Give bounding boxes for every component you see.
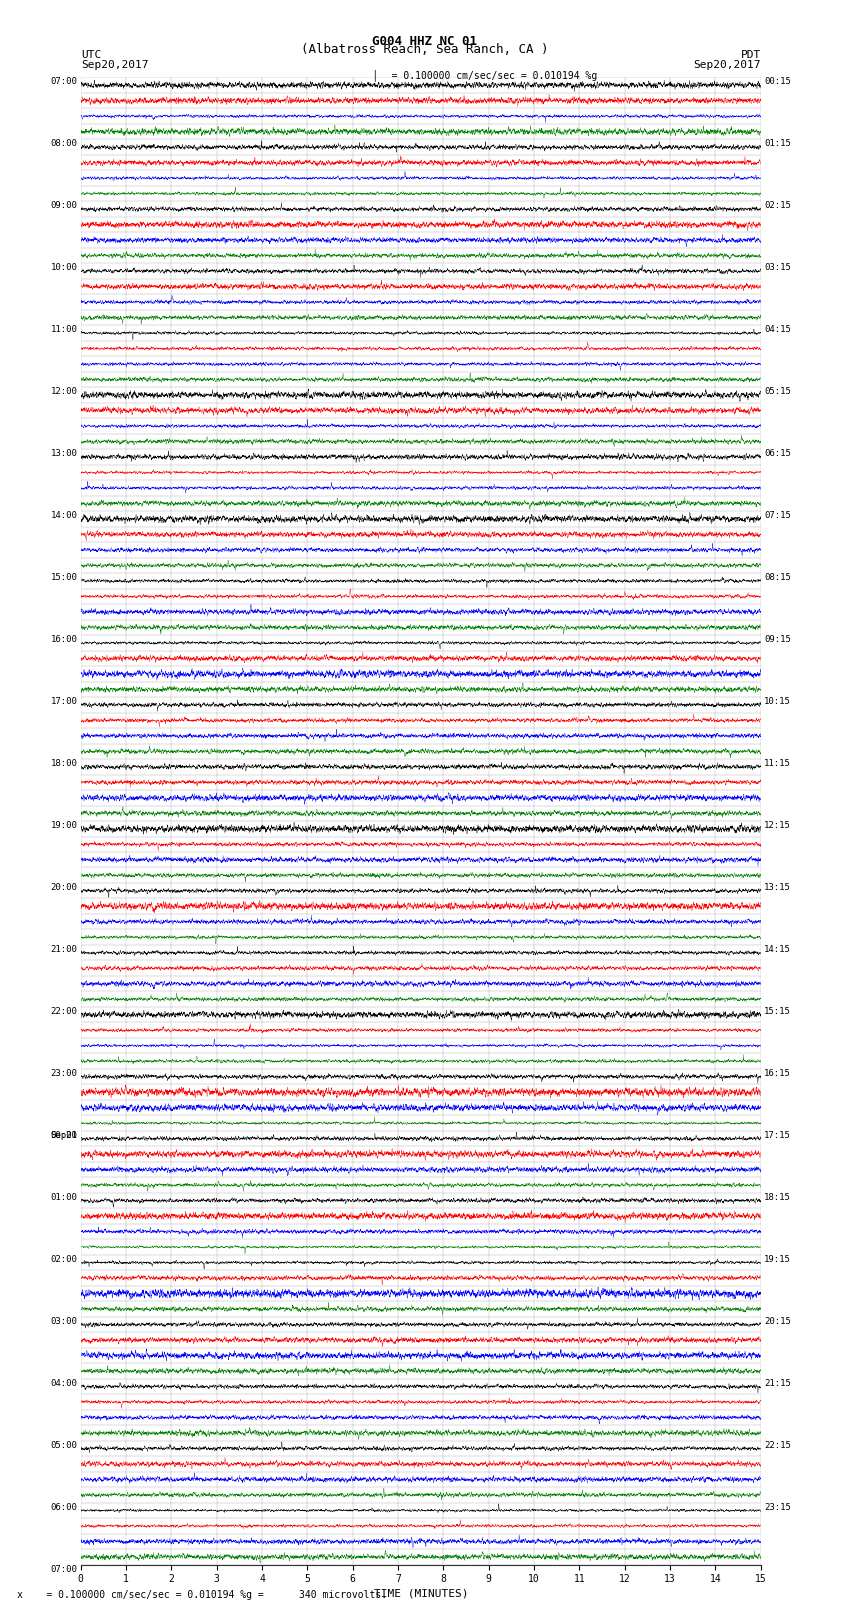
- Text: 12:00: 12:00: [50, 387, 77, 397]
- Text: Sep21: Sep21: [50, 1131, 77, 1140]
- Text: 13:00: 13:00: [50, 448, 77, 458]
- Text: 14:15: 14:15: [764, 945, 791, 953]
- Text: 05:15: 05:15: [764, 387, 791, 397]
- Text: 01:00: 01:00: [50, 1194, 77, 1202]
- Text: 00:00: 00:00: [50, 1131, 77, 1140]
- Text: Sep20,2017: Sep20,2017: [694, 60, 761, 69]
- Text: 13:15: 13:15: [764, 882, 791, 892]
- Text: (Albatross Reach, Sea Ranch, CA ): (Albatross Reach, Sea Ranch, CA ): [301, 44, 549, 56]
- Text: 12:15: 12:15: [764, 821, 791, 831]
- Text: ▏  = 0.100000 cm/sec/sec = 0.010194 %g: ▏ = 0.100000 cm/sec/sec = 0.010194 %g: [374, 69, 598, 81]
- Text: UTC: UTC: [81, 50, 101, 60]
- Text: 23:15: 23:15: [764, 1503, 791, 1511]
- Text: 01:15: 01:15: [764, 139, 791, 148]
- Text: 22:15: 22:15: [764, 1440, 791, 1450]
- Text: 07:00: 07:00: [50, 77, 77, 87]
- Text: 02:15: 02:15: [764, 202, 791, 210]
- Text: 08:15: 08:15: [764, 573, 791, 582]
- Text: G004 HHZ NC 01: G004 HHZ NC 01: [372, 35, 478, 48]
- Text: 08:00: 08:00: [50, 139, 77, 148]
- Text: 10:15: 10:15: [764, 697, 791, 706]
- Text: 17:00: 17:00: [50, 697, 77, 706]
- Text: 18:15: 18:15: [764, 1194, 791, 1202]
- Text: 05:00: 05:00: [50, 1440, 77, 1450]
- Text: 11:00: 11:00: [50, 326, 77, 334]
- Text: 20:15: 20:15: [764, 1316, 791, 1326]
- Text: 18:00: 18:00: [50, 760, 77, 768]
- Text: 03:15: 03:15: [764, 263, 791, 273]
- Text: x    = 0.100000 cm/sec/sec = 0.010194 %g =      340 microvolts.: x = 0.100000 cm/sec/sec = 0.010194 %g = …: [17, 1590, 387, 1600]
- Text: 04:15: 04:15: [764, 326, 791, 334]
- Text: 06:15: 06:15: [764, 448, 791, 458]
- X-axis label: TIME (MINUTES): TIME (MINUTES): [373, 1589, 468, 1598]
- Text: 07:00: 07:00: [50, 1565, 77, 1574]
- Text: 21:15: 21:15: [764, 1379, 791, 1387]
- Text: 04:00: 04:00: [50, 1379, 77, 1387]
- Text: PDT: PDT: [740, 50, 761, 60]
- Text: 07:15: 07:15: [764, 511, 791, 519]
- Text: 23:00: 23:00: [50, 1069, 77, 1077]
- Text: 06:00: 06:00: [50, 1503, 77, 1511]
- Text: 15:00: 15:00: [50, 573, 77, 582]
- Text: 19:00: 19:00: [50, 821, 77, 831]
- Text: 00:15: 00:15: [764, 77, 791, 87]
- Text: 20:00: 20:00: [50, 882, 77, 892]
- Text: 16:00: 16:00: [50, 636, 77, 644]
- Text: 03:00: 03:00: [50, 1316, 77, 1326]
- Text: 19:15: 19:15: [764, 1255, 791, 1263]
- Text: 09:00: 09:00: [50, 202, 77, 210]
- Text: 15:15: 15:15: [764, 1007, 791, 1016]
- Text: 17:15: 17:15: [764, 1131, 791, 1140]
- Text: 22:00: 22:00: [50, 1007, 77, 1016]
- Text: 10:00: 10:00: [50, 263, 77, 273]
- Text: 02:00: 02:00: [50, 1255, 77, 1263]
- Text: 16:15: 16:15: [764, 1069, 791, 1077]
- Text: Sep20,2017: Sep20,2017: [81, 60, 148, 69]
- Text: 11:15: 11:15: [764, 760, 791, 768]
- Text: 14:00: 14:00: [50, 511, 77, 519]
- Text: 09:15: 09:15: [764, 636, 791, 644]
- Text: 21:00: 21:00: [50, 945, 77, 953]
